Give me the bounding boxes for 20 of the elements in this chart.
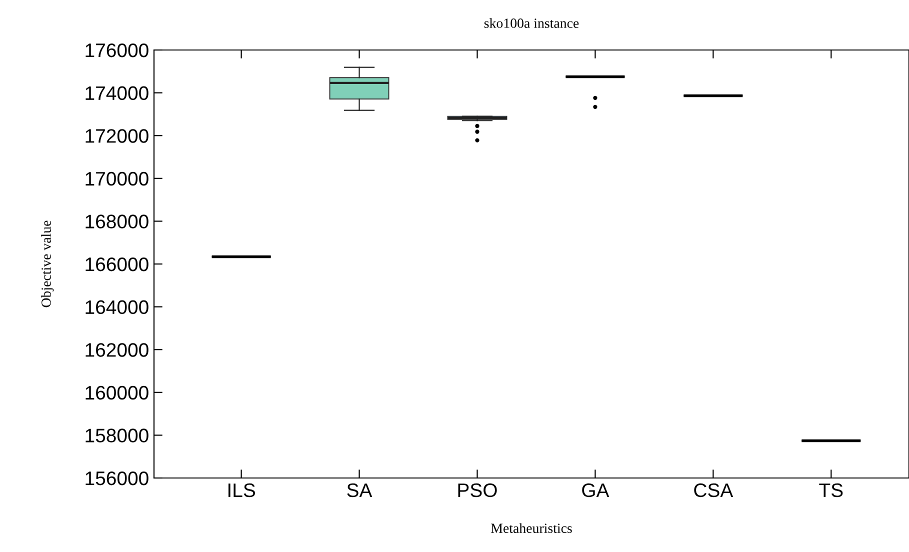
y-tick-label: 172000 (86, 129, 148, 143)
y-tick-label: 176000 (86, 43, 148, 58)
x-tick-label: GA (582, 483, 610, 498)
y-tick-label: 164000 (86, 300, 148, 314)
x-axis-title: Metaheuristics (491, 523, 572, 533)
y-tick-label: 174000 (86, 86, 148, 100)
y-axis-title: Objective value (41, 220, 54, 308)
y-tick-label: 158000 (86, 428, 148, 442)
y-tick-label: 170000 (86, 172, 148, 186)
y-tick-label: 166000 (86, 257, 148, 272)
y-tick-label: 168000 (86, 214, 148, 228)
x-tick-label: ILS (228, 483, 255, 498)
x-tick-label: PSO (458, 483, 497, 498)
chart-title: sko100a instance (484, 18, 579, 28)
x-tick-label: TS (819, 483, 843, 498)
x-tick-label: SA (347, 483, 372, 498)
x-tick-label: CSA (694, 483, 734, 498)
y-tick-label: 160000 (86, 386, 148, 400)
y-tick-label: 162000 (86, 343, 148, 357)
y-tick-label: 156000 (86, 471, 148, 486)
